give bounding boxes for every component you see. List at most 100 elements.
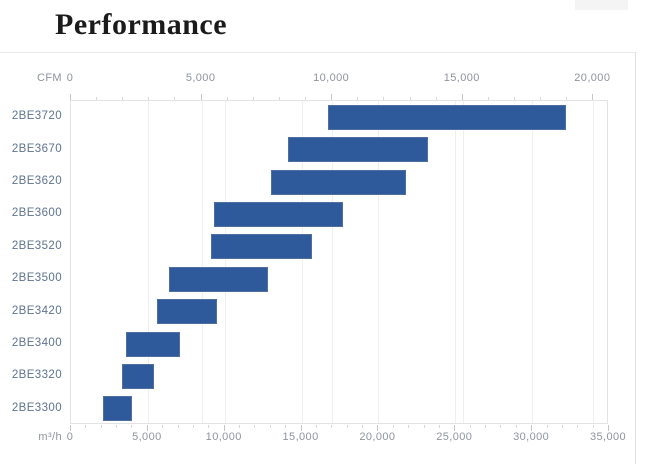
cfm-tick-12000: [383, 97, 385, 100]
gridline-m3h-30000: [532, 101, 534, 423]
gridline-cfm-5000: [201, 101, 203, 423]
m3h-tick-label-15000: 15,000: [282, 431, 319, 443]
range-bar-2BE3720: [327, 104, 566, 130]
m3h-tick-3000: [116, 425, 118, 428]
cfm-tick-label-0: 0: [66, 72, 74, 84]
m3h-tick-25000: [454, 425, 456, 431]
range-bar-2BE3320: [121, 363, 154, 389]
cfm-tick-label-20000: 20,000: [574, 72, 611, 84]
m3h-tick-8000: [192, 425, 194, 428]
cfm-tick-19000: [566, 97, 568, 100]
gridline-m3h-20000: [378, 101, 380, 423]
cfm-tick-8000: [278, 97, 280, 100]
chart-title: Performance: [55, 8, 228, 41]
m3h-tick-10000: [223, 425, 225, 431]
m3h-tick-21000: [392, 425, 394, 428]
container-right-border: [635, 52, 636, 464]
category-label-2BE3720: 2BE3720: [11, 110, 62, 123]
range-bar-2BE3600: [213, 201, 344, 227]
m3h-tick-label-30000: 30,000: [513, 431, 550, 443]
m3h-tick-7000: [177, 425, 179, 428]
bottom-axis-ticks: [70, 425, 609, 432]
m3h-tick-9000: [208, 425, 210, 428]
gridline-cfm-20000: [593, 101, 595, 423]
range-bar-2BE3400: [126, 331, 181, 357]
cfm-tick-5000: [200, 94, 202, 100]
m3h-tick-31000: [546, 425, 548, 428]
m3h-tick-11000: [239, 425, 241, 428]
category-label-2BE3420: 2BE3420: [11, 304, 62, 317]
m3h-tick-12000: [254, 425, 256, 428]
m3h-tick-24000: [438, 425, 440, 428]
m3h-tick-20000: [377, 425, 379, 431]
m3h-tick-4000: [131, 425, 133, 428]
m3h-tick-23000: [423, 425, 425, 428]
m3h-tick-label-25000: 25,000: [436, 431, 473, 443]
cfm-tick-15000: [461, 94, 463, 100]
cfm-tick-label-15000: 15,000: [443, 72, 480, 84]
m3h-tick-18000: [346, 425, 348, 428]
m3h-tick-26000: [469, 425, 471, 428]
m3h-tick-2000: [100, 425, 102, 428]
top-right-artifact: [575, 0, 628, 10]
m3h-tick-19000: [362, 425, 364, 428]
m3h-tick-34000: [592, 425, 594, 428]
cfm-tick-17000: [513, 97, 515, 100]
range-bar-2BE3300: [103, 396, 133, 422]
category-label-2BE3620: 2BE3620: [11, 175, 62, 187]
cfm-tick-6000: [226, 97, 228, 100]
plot-area: [70, 100, 608, 424]
category-label-2BE3670: 2BE3670: [11, 142, 62, 155]
cfm-tick-11000: [357, 97, 359, 100]
cfm-tick-label-10000: 10,000: [313, 72, 350, 84]
cfm-tick-1000: [96, 97, 98, 100]
cfm-tick-0: [70, 94, 71, 100]
category-label-2BE3300: 2BE3300: [11, 401, 62, 414]
category-label-2BE3400: 2BE3400: [11, 337, 62, 349]
gridline-cfm-10000: [332, 101, 334, 423]
m3h-tick-label-5000: 5,000: [132, 431, 162, 443]
gridline-m3h-25000: [455, 101, 457, 423]
cfm-tick-2000: [122, 97, 124, 100]
range-bar-2BE3520: [210, 234, 313, 260]
title-divider: [0, 52, 636, 53]
range-bar-2BE3620: [270, 169, 407, 195]
m3h-tick-5000: [146, 425, 148, 431]
m3h-tick-0: [70, 425, 71, 431]
m3h-tick-15000: [300, 425, 302, 431]
m3h-tick-14000: [285, 425, 287, 428]
m3h-tick-17000: [331, 425, 333, 428]
m3h-tick-32000: [561, 425, 563, 428]
gridline-m3h-15000: [301, 101, 303, 423]
m3h-tick-label-10000: 10,000: [205, 431, 242, 443]
m3h-tick-35000: [608, 425, 609, 431]
cfm-tick-18000: [540, 97, 542, 100]
cfm-tick-16000: [487, 97, 489, 100]
m3h-tick-label-20000: 20,000: [359, 431, 396, 443]
range-bar-2BE3500: [169, 266, 268, 292]
m3h-tick-label-35000: 35,000: [589, 431, 627, 443]
range-bar-2BE3420: [157, 299, 218, 325]
category-label-2BE3500: 2BE3500: [11, 272, 62, 285]
cfm-tick-7000: [252, 97, 254, 100]
m3h-tick-1000: [85, 425, 87, 428]
m3h-tick-29000: [515, 425, 517, 428]
m3h-tick-30000: [531, 425, 533, 431]
cfm-tick-4000: [174, 97, 176, 100]
gridline-m3h-5000: [147, 101, 149, 423]
m3h-tick-22000: [408, 425, 410, 428]
cfm-tick-20000: [592, 94, 594, 100]
top-axis-unit-label: CFM: [36, 72, 62, 84]
m3h-tick-6000: [162, 425, 164, 428]
cfm-tick-label-5000: 5,000: [185, 72, 216, 84]
gridline-cfm-15000: [462, 101, 464, 423]
m3h-tick-16000: [315, 425, 317, 428]
m3h-tick-13000: [269, 425, 271, 428]
cfm-tick-10000: [331, 94, 333, 100]
range-bar-2BE3670: [287, 137, 428, 163]
cfm-tick-14000: [435, 97, 437, 100]
m3h-tick-label-0: 0: [66, 431, 74, 443]
cfm-tick-9000: [305, 97, 307, 100]
category-label-2BE3320: 2BE3320: [11, 369, 62, 382]
